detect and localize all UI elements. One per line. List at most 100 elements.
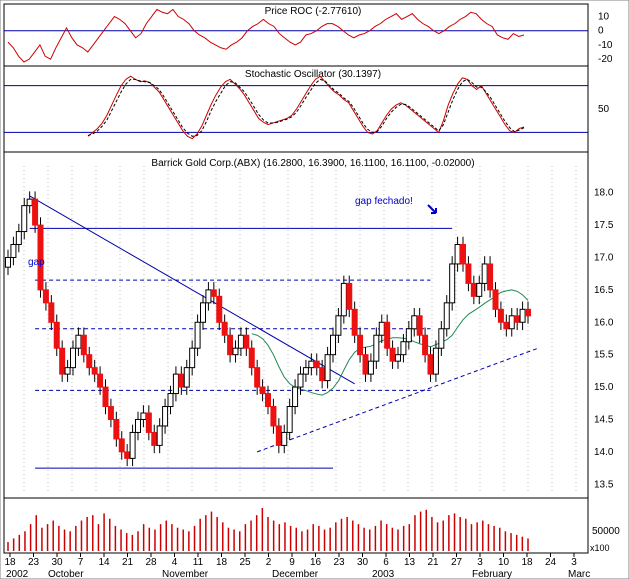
candle-body: [302, 367, 309, 375]
candle-body: [70, 347, 76, 369]
candle-body: [129, 431, 136, 459]
candle-body: [427, 354, 434, 375]
price-panel: Barrick Gold Corp.(ABX) (16.2800, 16.390…: [3, 151, 614, 499]
x-tick-label: 25: [239, 557, 251, 568]
x-month-label: 2002: [6, 569, 29, 579]
candle-body: [281, 431, 288, 446]
price-tick-label: 16.0: [594, 317, 614, 328]
x-tick-label: 10: [498, 557, 510, 568]
candle-body: [64, 367, 71, 375]
candle-body: [194, 321, 201, 349]
candle-body: [232, 347, 239, 356]
candle-body: [178, 373, 185, 388]
volume-panel-frame: [3, 497, 589, 554]
candle-body: [53, 321, 60, 349]
x-axis: 18 23 30 7 14 21 28 4 11 18 25 2 9 16 23 30 6 13 21 27 3 10 18…: [4, 553, 590, 579]
candle-body: [15, 231, 22, 246]
x-tick-label: 21: [122, 557, 134, 568]
x-tick-label: 2: [266, 557, 272, 568]
candle-body: [145, 412, 152, 433]
candle-body: [460, 244, 466, 265]
x-tick-label: 4: [172, 557, 178, 568]
candle-body: [497, 308, 504, 323]
price-tick-label: 14.5: [594, 414, 614, 425]
candle-body: [319, 367, 326, 382]
candle-body: [514, 315, 521, 323]
volume-tick: 50000: [592, 526, 620, 537]
candle-body: [124, 451, 131, 459]
candle-body: [135, 418, 141, 433]
candle-body: [449, 263, 456, 304]
x-tick-label: 14: [98, 557, 110, 568]
x-tick-label: 21: [427, 557, 439, 568]
candle-body: [259, 386, 266, 395]
candle-body: [172, 373, 179, 395]
x-tick-label: 9: [289, 557, 295, 568]
candle-body: [37, 224, 44, 291]
candle-body: [32, 198, 39, 226]
stochastic-d-line: [87, 78, 525, 137]
price-tick-label: 18.0: [594, 188, 614, 199]
candle-body: [205, 289, 212, 304]
x-tick-label: 30: [51, 557, 63, 568]
candle-body: [10, 244, 17, 258]
candle-body: [286, 406, 293, 433]
candle-body: [313, 360, 320, 369]
candle-body: [395, 354, 401, 362]
candle-body: [443, 302, 450, 330]
candle-body: [183, 367, 190, 388]
stochastic-k-line: [87, 75, 525, 140]
candle-body: [384, 321, 391, 349]
x-tick-label: 18: [216, 557, 228, 568]
candle-body: [102, 386, 109, 408]
x-tick-label: 23: [333, 557, 345, 568]
stochastic-tick-label: 50: [598, 104, 610, 115]
x-month-label: November: [162, 569, 209, 579]
candle-body: [21, 205, 28, 233]
candle-body: [200, 302, 206, 323]
roc-lines: [4, 8, 588, 63]
candle-body: [503, 321, 510, 330]
candle-body: [189, 347, 196, 369]
candle-body: [373, 334, 380, 362]
candle-body: [367, 360, 374, 375]
candle-body: [357, 334, 364, 356]
x-tick-label: 23: [28, 557, 40, 568]
x-tick-label: 27: [451, 557, 463, 568]
x-month-label: February: [472, 569, 512, 579]
candle-body: [113, 418, 120, 440]
candle-body: [519, 308, 526, 323]
rising-trendline: [256, 347, 539, 453]
x-tick-label: 24: [545, 557, 557, 568]
roc-title: Price ROC (-2.77610): [265, 6, 362, 17]
candle-body: [422, 334, 429, 356]
candle-body: [59, 347, 66, 375]
candle-body: [508, 315, 515, 330]
candle-body: [140, 412, 147, 420]
price-tick-label: 15.5: [594, 350, 614, 361]
candle-body: [330, 334, 336, 356]
candle-body: [91, 367, 98, 375]
roc-ticks: 10 0 -10 -20: [598, 12, 613, 66]
x-month-label: October: [48, 569, 84, 579]
volume-scale-label: x100: [590, 543, 610, 553]
candle-body: [492, 289, 499, 310]
candle-body: [481, 263, 488, 284]
candle-body: [254, 367, 261, 388]
x-tick-label: 18: [521, 557, 533, 568]
gap-closed-annotation: gap fechado!: [355, 196, 413, 207]
x-tick-label: 16: [310, 557, 322, 568]
volume-panel: 50000 x100: [3, 497, 620, 554]
candle-body: [5, 256, 11, 268]
candle-body: [221, 321, 228, 336]
candle-body: [243, 334, 250, 349]
price-tick-label: 14.0: [594, 447, 614, 458]
stochastic-ticks: 50: [598, 104, 610, 115]
candle-body: [308, 360, 315, 369]
candle-body: [97, 373, 104, 388]
candle-body: [265, 393, 271, 408]
candle-body: [454, 244, 461, 265]
candle-body: [270, 406, 277, 427]
